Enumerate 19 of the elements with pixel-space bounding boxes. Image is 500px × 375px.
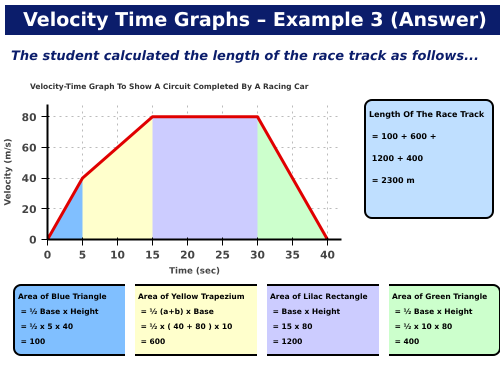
x-tick-label: 20	[180, 248, 195, 262]
y-tick-label: 20	[22, 202, 37, 216]
chart-title: Velocity Time Graphs – Example 3 (Answer)	[23, 8, 487, 33]
x-tick-label: 5	[78, 248, 86, 262]
x-tick-label: 15	[145, 248, 160, 262]
y-tick-label: 60	[22, 141, 37, 154]
x-tick-label: 35	[285, 248, 300, 262]
y-tick-label: 40	[22, 172, 37, 186]
x-tick-label: 40	[320, 248, 335, 262]
x-tick-label: 25	[215, 248, 230, 262]
x-tick-label: 0	[44, 248, 52, 262]
x-tick-label: 30	[250, 248, 265, 262]
x-axis-title: Time (sec)	[169, 266, 220, 276]
y-tick-label: 80	[22, 110, 37, 124]
y-axis-title: Velocity (m/s)	[4, 138, 14, 206]
y-tick-label: 0	[29, 234, 37, 246]
x-tick-label: 10	[110, 248, 125, 262]
text: Length Of The Race Track = 100 + 600 + 1200 + 400 = 2300 m	[369, 110, 484, 185]
chart-subtitle: The student calculated the length of the race track as follows...	[11, 48, 479, 66]
